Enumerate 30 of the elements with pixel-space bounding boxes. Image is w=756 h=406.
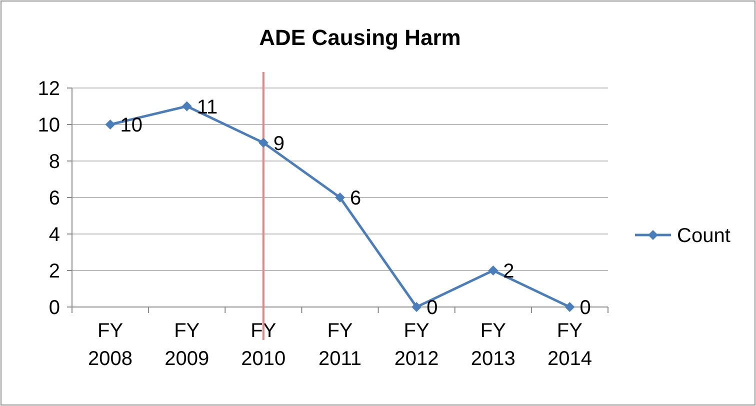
- x-tick-label: FY 2012: [394, 320, 439, 370]
- x-tick-label: FY 2011: [318, 320, 362, 370]
- chart-title: ADE Causing Harm: [259, 25, 461, 50]
- data-label: 0: [580, 297, 591, 319]
- point: [182, 101, 192, 112]
- legend-label: Count: [677, 225, 731, 247]
- point: [258, 138, 268, 148]
- data-label: 0: [426, 297, 438, 319]
- y-tick-label: 12: [38, 78, 60, 100]
- point: [105, 120, 116, 130]
- data-label: 6: [350, 188, 362, 210]
- point: [335, 192, 345, 202]
- data-label: 11: [196, 96, 218, 118]
- data-label: 2: [503, 260, 514, 282]
- x-tick-label: FY 2008: [88, 320, 133, 370]
- data-label: 9: [273, 132, 285, 155]
- point: [488, 266, 498, 276]
- y-tick-label: 6: [48, 188, 60, 210]
- y-tick-label: 8: [48, 151, 60, 173]
- point: [412, 302, 422, 312]
- x-tick-label: FY 2009: [164, 320, 210, 370]
- point: [564, 302, 575, 312]
- data-label: 10: [120, 114, 143, 136]
- y-tick-label: 0: [48, 297, 60, 319]
- y-tick-label: 10: [38, 114, 60, 136]
- x-tick-label: FY 2010: [241, 320, 286, 370]
- x-tick-label: FY 2013: [470, 320, 516, 370]
- y-tick-label: 4: [48, 224, 60, 246]
- x-tick-label: FY 2014: [547, 320, 592, 370]
- y-tick-label: 2: [48, 260, 60, 282]
